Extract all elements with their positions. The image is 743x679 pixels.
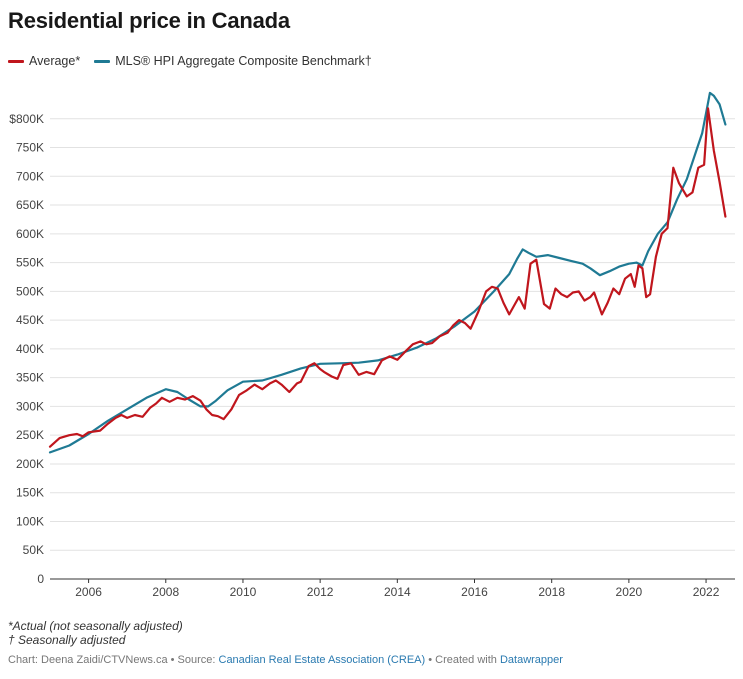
y-tick-label: $800K: [9, 112, 44, 126]
x-tick-label: 2014: [384, 585, 411, 599]
y-tick-label: 650K: [16, 198, 44, 212]
footnote-seasonal: † Seasonally adjusted: [8, 633, 126, 647]
legend-item-average: Average*: [8, 54, 80, 68]
legend-swatch-average: [8, 59, 24, 63]
y-tick-label: 600K: [16, 227, 44, 241]
y-tick-label: 0: [37, 572, 44, 586]
x-tick-label: 2006: [75, 585, 102, 599]
x-tick-label: 2008: [152, 585, 179, 599]
legend-label-hpi: MLS® HPI Aggregate Composite Benchmark†: [115, 54, 372, 68]
series-line-hpi: [48, 91, 727, 454]
x-tick-label: 2018: [538, 585, 565, 599]
chart-title: Residential price in Canada: [8, 8, 290, 33]
y-tick-label: 200K: [16, 457, 44, 471]
y-tick-label: 700K: [16, 169, 44, 183]
y-tick-label: 550K: [16, 256, 44, 270]
legend-swatch-hpi: [94, 59, 111, 63]
y-tick-label: 500K: [16, 284, 44, 298]
y-tick-label: 300K: [16, 399, 44, 413]
y-tick-label: 50K: [23, 543, 44, 557]
source-link[interactable]: Canadian Real Estate Association (CREA): [218, 654, 426, 666]
y-tick-label: 150K: [16, 486, 44, 500]
x-tick-label: 2020: [616, 585, 643, 599]
footer-separator-tool: • Created with: [425, 654, 500, 666]
y-tick-label: 750K: [16, 141, 44, 155]
footnote-actual: *Actual (not seasonally adjusted): [8, 619, 183, 633]
footer-separator-source: • Source:: [167, 654, 219, 666]
y-tick-label: 350K: [16, 371, 44, 385]
y-tick-label: 450K: [16, 313, 44, 327]
legend-label-average: Average*: [29, 54, 81, 68]
y-tick-label: 100K: [16, 514, 44, 528]
x-tick-label: 2022: [693, 585, 720, 599]
x-tick-label: 2012: [307, 585, 334, 599]
legend: Average* MLS® HPI Aggregate Composite Be…: [8, 53, 386, 69]
legend-item-hpi: MLS® HPI Aggregate Composite Benchmark†: [94, 54, 372, 68]
series-line-average: [48, 107, 727, 448]
x-tick-label: 2010: [230, 585, 257, 599]
datawrapper-link[interactable]: Datawrapper: [499, 654, 563, 666]
y-tick-label: 250K: [16, 428, 44, 442]
footer-credit: Chart: Deena Zaidi/CTVNews.ca: [8, 654, 168, 666]
x-tick-label: 2016: [461, 585, 488, 599]
footnotes: *Actual (not seasonally adjusted) † Seas…: [8, 619, 183, 647]
y-tick-label: 400K: [16, 342, 44, 356]
chart-footer: Chart: Deena Zaidi/CTVNews.ca • Source: …: [8, 654, 563, 666]
